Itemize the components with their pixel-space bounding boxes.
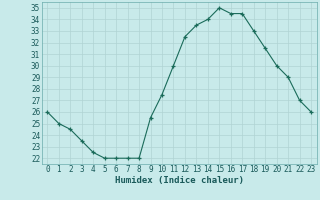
X-axis label: Humidex (Indice chaleur): Humidex (Indice chaleur) [115, 176, 244, 185]
